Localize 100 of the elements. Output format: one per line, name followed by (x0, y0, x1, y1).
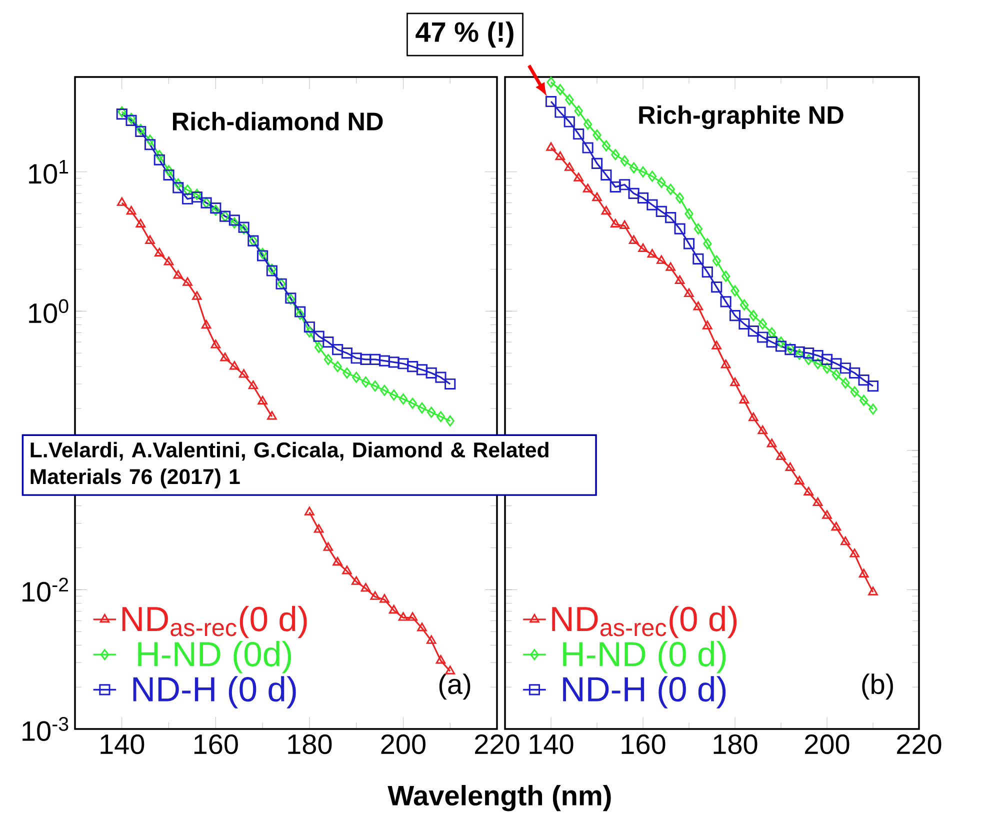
point (859, 394, 868, 406)
point (370, 354, 381, 365)
text: Rich-graphite ND (639, 105, 844, 130)
point (296, 308, 304, 320)
point (545, 96, 557, 108)
point (238, 369, 249, 378)
point (136, 124, 145, 135)
point (592, 192, 602, 202)
annotation: (a) (439, 674, 470, 700)
point (766, 438, 777, 448)
point (840, 536, 850, 546)
point (693, 302, 704, 310)
point (830, 358, 842, 370)
point (172, 182, 184, 194)
point (794, 346, 805, 358)
point (398, 612, 408, 621)
point (116, 108, 128, 120)
y-tick-label: 10$^{-2}$ (22, 578, 68, 602)
point (795, 348, 804, 360)
point (417, 622, 427, 632)
point (360, 354, 372, 365)
point (729, 310, 741, 322)
point (154, 248, 164, 256)
point (408, 398, 417, 409)
point (388, 356, 400, 368)
point (192, 188, 202, 200)
point (565, 94, 574, 106)
point (712, 340, 722, 350)
point (592, 129, 602, 141)
point (721, 270, 730, 282)
point (647, 249, 658, 258)
point (164, 165, 174, 176)
point (702, 320, 712, 330)
point (720, 360, 731, 368)
point (323, 542, 334, 551)
point (583, 118, 592, 130)
point (611, 149, 620, 160)
point (314, 342, 324, 353)
point (427, 406, 436, 418)
x-tick-label: 220 (897, 734, 942, 754)
point (436, 411, 446, 422)
point (426, 367, 437, 378)
point (858, 374, 870, 386)
point (370, 380, 380, 392)
point (418, 402, 426, 414)
point (342, 566, 352, 574)
point (126, 206, 136, 215)
point (574, 105, 583, 116)
point (730, 377, 740, 386)
point (730, 285, 740, 296)
point (610, 181, 621, 192)
point (350, 352, 362, 364)
point (758, 425, 768, 434)
point (378, 355, 390, 366)
point (683, 238, 695, 250)
point (582, 184, 593, 192)
point (408, 612, 418, 621)
point (416, 364, 428, 376)
point (361, 376, 370, 388)
point (868, 586, 878, 596)
point (564, 116, 575, 128)
point (332, 556, 342, 566)
point (192, 291, 202, 300)
point (398, 358, 409, 370)
point (546, 76, 556, 88)
point (390, 389, 398, 401)
point (342, 367, 352, 378)
legend-label: H-ND (0d) (138, 641, 292, 674)
point (230, 217, 239, 228)
point (867, 380, 879, 392)
point (832, 369, 841, 380)
point (849, 367, 860, 378)
x-tick-label: 220 (475, 734, 520, 754)
point (444, 378, 456, 390)
legend-label: H-ND (0 d) (563, 641, 726, 674)
point (294, 306, 306, 318)
point (305, 326, 314, 338)
point (304, 321, 315, 333)
point (407, 361, 418, 372)
point (154, 154, 165, 166)
point (739, 394, 750, 404)
point (740, 299, 749, 310)
point (446, 415, 454, 426)
point (322, 336, 334, 348)
point (352, 372, 361, 383)
point (850, 548, 860, 558)
point (822, 510, 832, 519)
point (821, 354, 833, 365)
point (767, 327, 776, 338)
point (666, 262, 676, 271)
point (637, 192, 649, 204)
point (656, 255, 666, 264)
point (333, 361, 342, 372)
point (646, 199, 658, 210)
point (136, 218, 146, 228)
point (610, 218, 620, 228)
point (351, 576, 362, 585)
point (628, 235, 639, 244)
x-tick-label: 200 (805, 734, 850, 754)
point (813, 358, 822, 370)
